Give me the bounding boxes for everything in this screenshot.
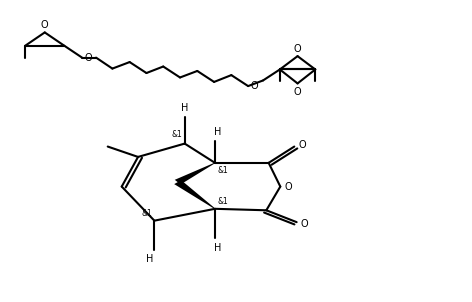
Text: O: O bbox=[285, 182, 293, 191]
Text: &1: &1 bbox=[141, 209, 152, 218]
Polygon shape bbox=[174, 180, 215, 209]
Text: H: H bbox=[214, 127, 221, 137]
Text: &1: &1 bbox=[217, 166, 228, 175]
Text: H: H bbox=[214, 243, 221, 252]
Text: H: H bbox=[181, 103, 188, 113]
Text: O: O bbox=[251, 81, 259, 91]
Text: &1: &1 bbox=[172, 130, 182, 139]
Text: H: H bbox=[146, 255, 153, 265]
Text: O: O bbox=[85, 53, 93, 63]
Text: O: O bbox=[298, 140, 306, 150]
Text: &1: &1 bbox=[217, 197, 228, 206]
Text: O: O bbox=[294, 87, 302, 97]
Text: O: O bbox=[41, 20, 49, 30]
Text: O: O bbox=[300, 219, 308, 229]
Text: O: O bbox=[294, 44, 302, 54]
Polygon shape bbox=[175, 163, 215, 185]
